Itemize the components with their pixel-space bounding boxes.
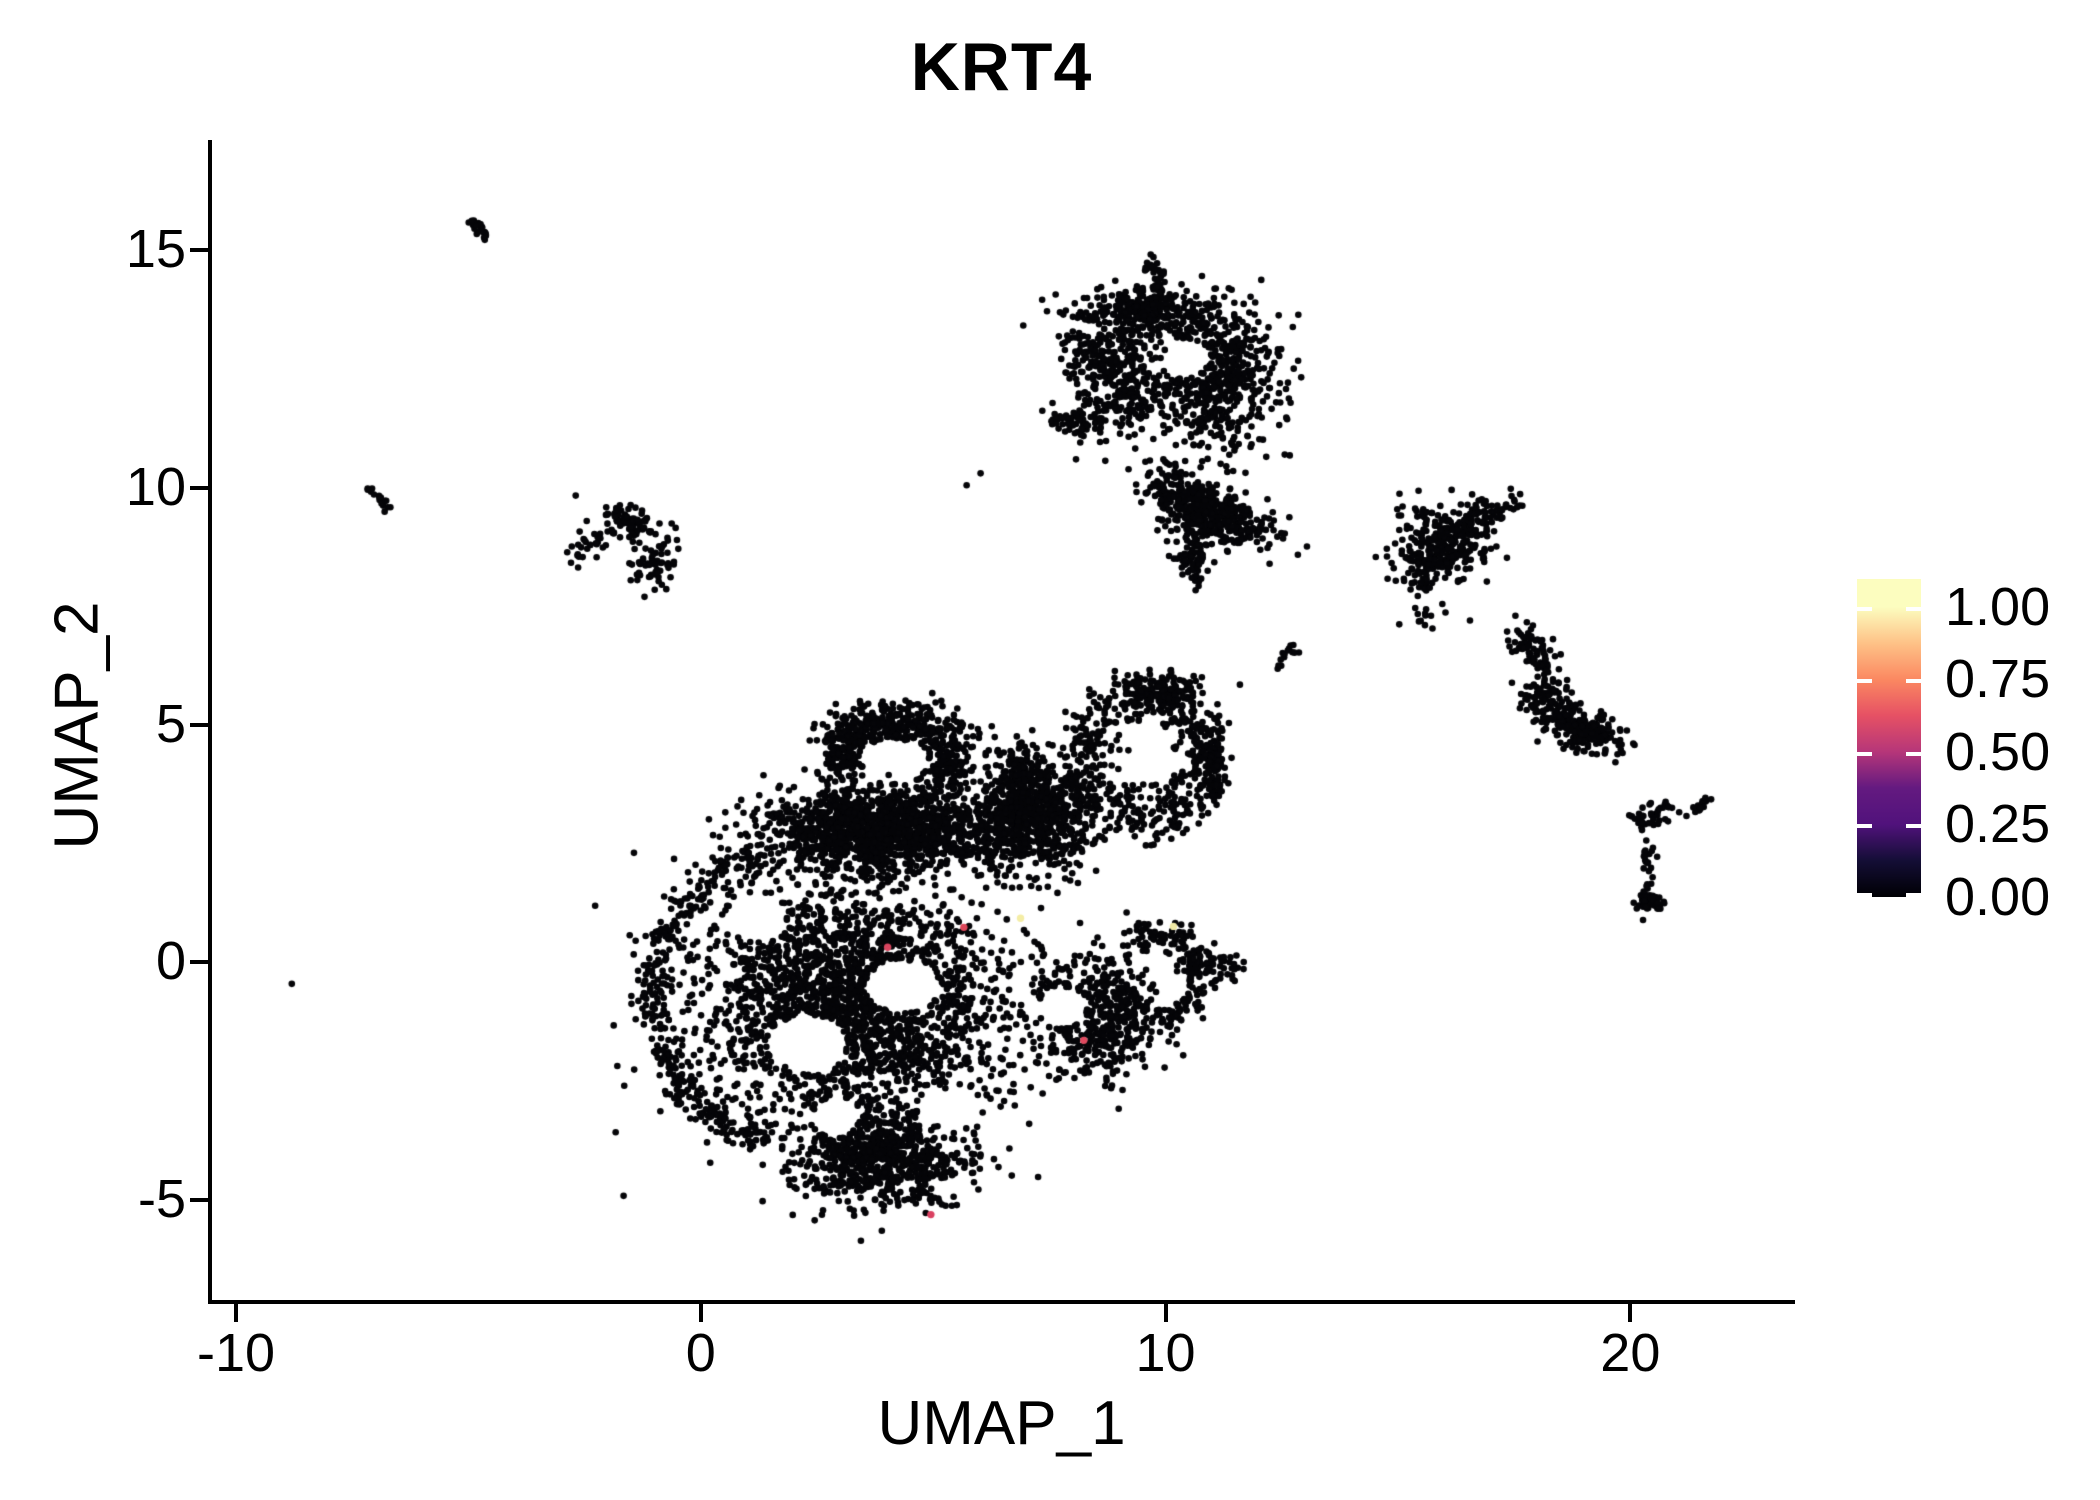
colorbar-tick xyxy=(1857,607,1872,611)
y-tick-label: 15 xyxy=(125,219,186,280)
x-axis-title: UMAP_1 xyxy=(877,1389,1126,1458)
x-tick-label: -10 xyxy=(196,1323,276,1383)
colorbar-tick xyxy=(1906,751,1921,756)
y-axis-line xyxy=(208,140,212,1304)
y-axis-title: UMAP_2 xyxy=(42,601,112,850)
x-tick-label: 20 xyxy=(1600,1323,1661,1383)
colorbar-tick xyxy=(1857,679,1872,684)
x-axis-line xyxy=(208,1300,1795,1304)
y-tick-label: 0 xyxy=(155,931,186,992)
x-tick-mark xyxy=(234,1304,239,1322)
colorbar-tick xyxy=(1906,824,1921,829)
y-tick-mark xyxy=(190,485,208,490)
y-tick-mark xyxy=(190,248,208,253)
x-tick-mark xyxy=(1163,1304,1168,1322)
colorbar-label: 0.50 xyxy=(1945,721,2051,782)
colorbar-tick xyxy=(1906,893,1921,897)
x-tick-label: 0 xyxy=(685,1323,716,1383)
x-tick-label: 10 xyxy=(1135,1323,1196,1383)
x-tick-mark xyxy=(1628,1304,1633,1322)
expression-colorbar xyxy=(1857,579,1921,897)
y-tick-label: -5 xyxy=(137,1168,186,1229)
colorbar-tick xyxy=(1857,751,1872,756)
y-tick-mark xyxy=(190,1197,208,1202)
y-tick-mark xyxy=(190,723,208,728)
plot-title: KRT4 xyxy=(910,29,1093,105)
colorbar-tick xyxy=(1857,824,1872,829)
colorbar-label: 1.00 xyxy=(1945,577,2051,637)
colorbar-label: 0.25 xyxy=(1945,794,2051,855)
x-tick-mark xyxy=(698,1304,703,1322)
y-tick-label: 5 xyxy=(155,694,186,755)
colorbar-tick xyxy=(1857,893,1872,897)
colorbar-tick xyxy=(1906,607,1921,611)
colorbar-tick xyxy=(1906,679,1921,684)
y-tick-label: 10 xyxy=(125,456,186,517)
colorbar-label: 0.00 xyxy=(1945,866,2051,927)
y-tick-mark xyxy=(190,960,208,965)
colorbar-label: 0.75 xyxy=(1945,649,2051,710)
